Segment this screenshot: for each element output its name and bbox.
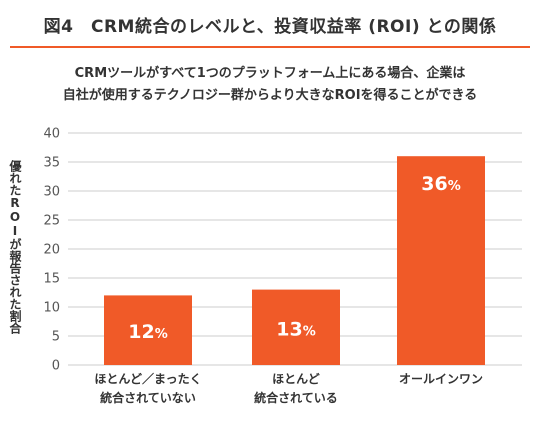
x-category-label: 統合されている [254,390,338,405]
y-tick-label: 30 [43,185,60,200]
bar-value-unit: % [448,179,461,194]
bar-value-number: 12 [128,321,154,343]
y-tick-label: 20 [43,243,60,258]
y-tick-label: 40 [43,127,60,142]
bar-value-label: 12% [128,321,167,343]
y-tick-label: 15 [43,272,60,287]
bar-value-unit: % [155,327,168,342]
y-tick-label: 35 [43,156,60,171]
y-tick-label: 25 [43,214,60,229]
subtitle-line-1: CRMツールがすべて1つのプラットフォーム上にある場合、企業は [74,66,466,81]
x-category-label: オールインワン [399,372,483,386]
x-category-label: 統合されていない [100,390,196,405]
y-tick-label: 0 [52,359,60,374]
x-category-label: ほとんど／まったく [94,371,201,386]
y-axis-label: 優れたROIが報告された割合 [8,160,22,334]
y-axis-ticks: 0 5 10 15 20 25 30 35 40 [43,127,60,374]
bars [104,156,485,365]
y-tick-label: 5 [52,330,60,345]
bar [104,295,192,365]
value-labels: 12% 13%36% [128,173,460,343]
bar [252,289,340,365]
bar-value-number: 13 [276,318,302,340]
bar-value-label: 13% [276,318,315,340]
subtitle-line-2: 自社が使用するテクノロジー群からより大きなROIを得ることができる [62,88,478,103]
bar [397,156,485,365]
bar-value-unit: % [303,324,316,339]
x-category-label: ほとんど [272,372,320,386]
y-tick-label: 10 [43,301,60,316]
figure-title: 図4 CRM統合のレベルと、投資収益率 (ROI) との関係 [43,17,497,37]
title-underline [10,46,530,48]
bar-value-number: 36 [421,173,447,195]
bar-value-label: 36% [421,173,460,195]
